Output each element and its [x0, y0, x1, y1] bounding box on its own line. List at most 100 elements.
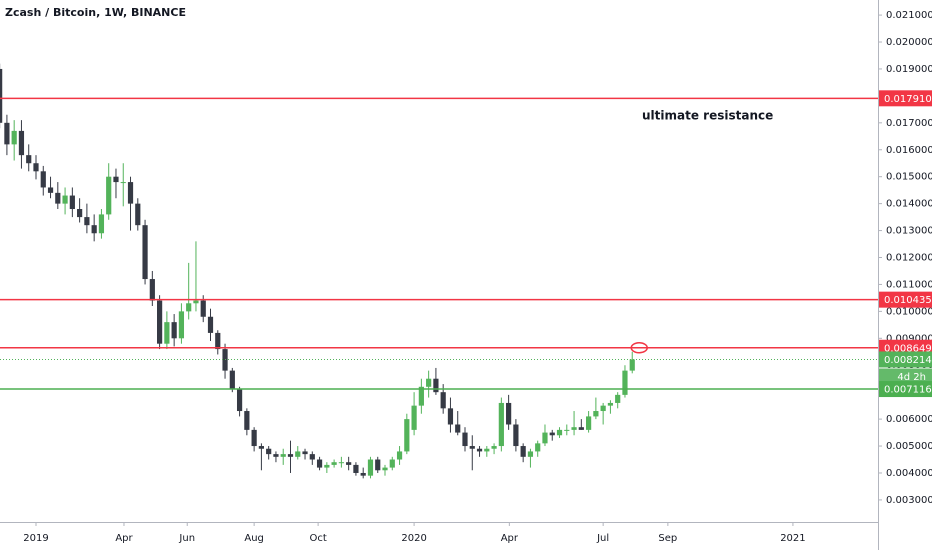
- candle-body: [564, 429, 570, 431]
- y-tick-label: 0.015000: [886, 172, 932, 183]
- candle-body: [229, 370, 235, 390]
- price-box-label: 0.008214: [884, 355, 932, 366]
- candle-body: [389, 459, 395, 468]
- candle-body: [178, 311, 185, 339]
- x-tick-label: Jul: [596, 533, 609, 544]
- y-tick-label: 0.021000: [886, 10, 932, 21]
- candle-body: [375, 459, 381, 471]
- price-box-label: 0.017910: [884, 94, 932, 105]
- x-tick-label: Oct: [309, 533, 326, 544]
- y-tick-label: 0.020000: [886, 37, 932, 48]
- countdown-box: [879, 368, 932, 385]
- candle-body: [47, 187, 54, 193]
- candle-body: [549, 432, 555, 436]
- price-box-label: 0.008649: [884, 343, 932, 354]
- candle-body: [622, 370, 628, 395]
- candle-body: [207, 316, 214, 333]
- x-tick-label: Aug: [244, 533, 264, 544]
- y-tick-label: 0.010000: [886, 306, 932, 317]
- candle-body: [411, 405, 417, 430]
- price-box: [879, 351, 932, 368]
- price-box: [879, 90, 932, 107]
- candle-body: [55, 192, 61, 204]
- candle-body: [200, 300, 206, 317]
- candle-body: [593, 411, 599, 417]
- x-tick-label: Sep: [658, 533, 677, 544]
- candle-body: [186, 303, 192, 312]
- candle-body: [556, 429, 563, 436]
- candle-body: [0, 68, 3, 123]
- y-tick-label: 0.009000: [886, 333, 932, 344]
- candle-body: [433, 378, 439, 393]
- price-box: [879, 381, 932, 398]
- candle-body: [535, 443, 541, 452]
- candle-body: [120, 182, 126, 184]
- candle-body: [316, 459, 323, 468]
- candle-body: [171, 322, 177, 339]
- candle-body: [418, 386, 424, 406]
- candle-body: [491, 446, 497, 449]
- candle-body: [84, 217, 90, 226]
- candle-body: [62, 195, 68, 204]
- candle-body: [600, 405, 606, 412]
- candle-body: [273, 454, 279, 457]
- candle-body: [455, 424, 461, 433]
- y-tick-label: 0.004000: [886, 468, 932, 479]
- candle-body: [302, 451, 308, 455]
- x-tick-label: 2019: [23, 533, 48, 544]
- candle-body: [324, 464, 330, 468]
- candle-body: [309, 454, 315, 460]
- candle-body: [91, 225, 97, 234]
- y-tick-label: 0.006000: [886, 414, 932, 425]
- candle-body: [149, 279, 155, 301]
- candle-body: [476, 448, 483, 452]
- candle-body: [164, 322, 170, 344]
- x-tick-label: Apr: [501, 533, 519, 544]
- candle-body: [462, 432, 468, 447]
- candle-body: [258, 446, 265, 449]
- price-box-label: 0.007116: [884, 385, 932, 396]
- chart-title: Zcash / Bitcoin, 1W, BINANCE: [5, 6, 186, 19]
- candle-body: [571, 427, 577, 430]
- candle-body: [629, 359, 635, 371]
- candle-body: [215, 332, 221, 350]
- candle-body: [440, 392, 446, 409]
- candle-body: [353, 464, 359, 473]
- y-tick-label: 0.011000: [886, 279, 932, 290]
- candle-body: [11, 130, 17, 145]
- candle-body: [484, 448, 490, 452]
- candle-body: [426, 378, 432, 387]
- candle-body: [4, 122, 10, 145]
- candle-body: [506, 402, 512, 425]
- y-tick-label: 0.005000: [886, 441, 932, 452]
- candle-body: [40, 171, 46, 188]
- candle-body: [360, 472, 366, 476]
- candle-body: [542, 432, 548, 444]
- candle-body: [607, 402, 614, 406]
- candle-body: [586, 416, 592, 430]
- candle-body: [280, 454, 286, 457]
- candle-body: [266, 448, 272, 455]
- candle-body: [404, 419, 410, 452]
- candle-body: [69, 195, 75, 210]
- countdown: 4d 2h: [897, 372, 926, 383]
- x-tick-label: Apr: [115, 533, 133, 544]
- candle-body: [447, 408, 454, 425]
- candle-body: [193, 300, 199, 304]
- candle-body: [142, 225, 148, 280]
- y-tick-label: 0.017000: [886, 118, 932, 129]
- y-tick-label: 0.019000: [886, 64, 932, 75]
- candle-body: [33, 163, 39, 172]
- candle-body: [520, 446, 526, 457]
- candle-body: [251, 429, 257, 447]
- candle-body: [469, 446, 475, 449]
- candle-body: [527, 451, 534, 457]
- price-box-label: 0.010435: [884, 295, 932, 306]
- y-tick-label: 0.014000: [886, 199, 932, 210]
- candle-body: [498, 402, 504, 447]
- candle-body: [396, 451, 403, 460]
- candle-body: [578, 427, 584, 430]
- candle-body: [331, 462, 337, 465]
- y-tick-label: 0.013000: [886, 226, 932, 237]
